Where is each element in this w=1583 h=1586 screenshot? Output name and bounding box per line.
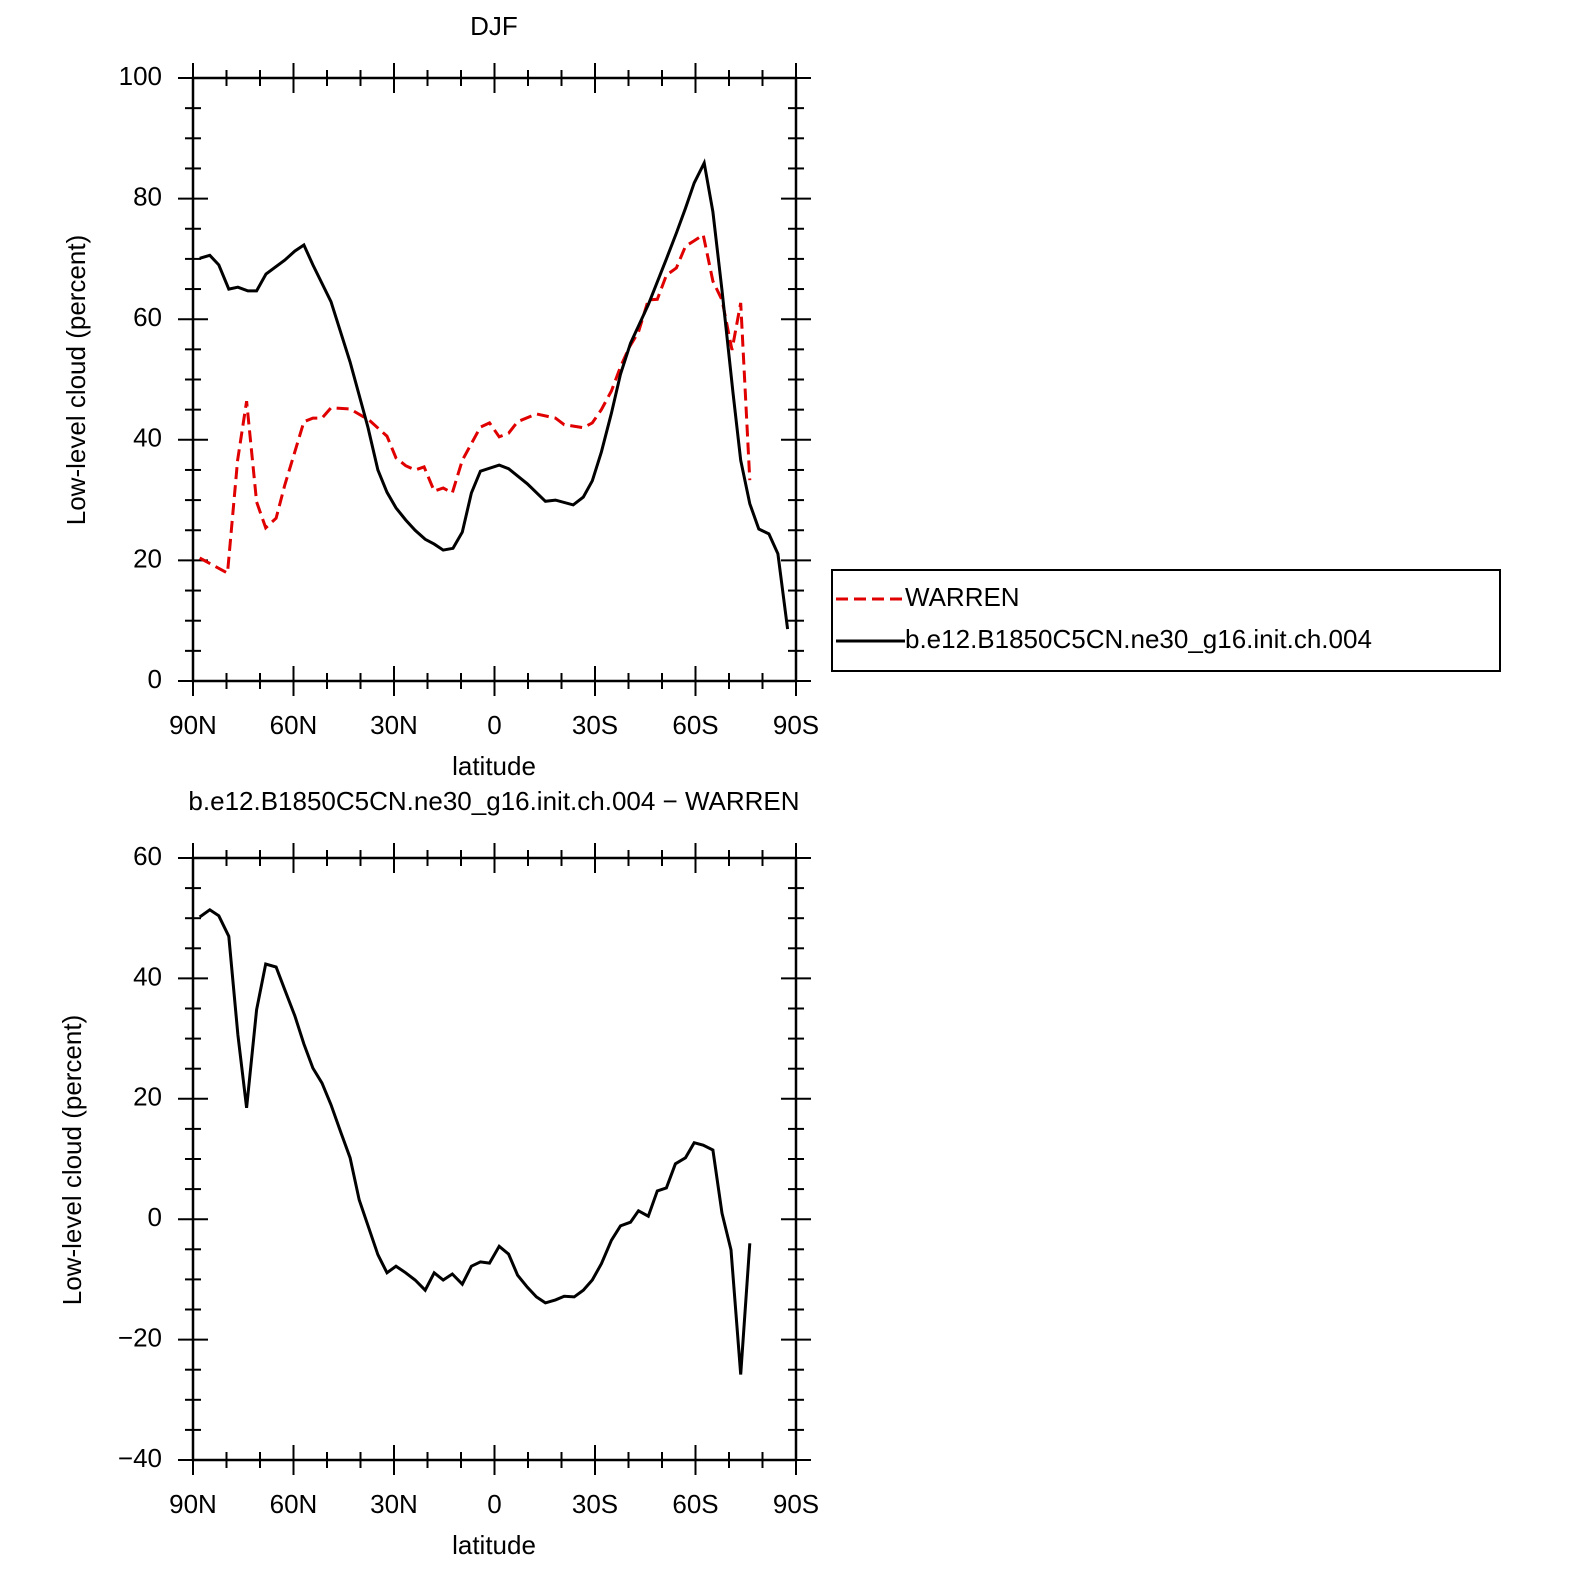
x-tick-label: 0 — [487, 1489, 501, 1519]
y-tick-label: 0 — [148, 1202, 162, 1232]
y-tick-label: 20 — [133, 543, 162, 573]
y-tick-label: 80 — [133, 181, 162, 211]
x-tick-label: 30S — [572, 1489, 618, 1519]
data-line — [199, 158, 790, 630]
plot-frame — [191, 856, 798, 1462]
y-axis-label: Low-level cloud (percent) — [57, 1015, 87, 1305]
x-tick-label: 0 — [487, 710, 501, 740]
y-tick-label: 20 — [133, 1082, 162, 1112]
legend-box — [831, 569, 1501, 672]
x-tick-label: 60N — [270, 1489, 318, 1519]
y-tick-label: 100 — [119, 61, 162, 91]
chart-title: b.e12.B1850C5CN.ne30_g16.init.ch.004 − W… — [188, 786, 799, 816]
x-tick-label: 60N — [270, 710, 318, 740]
x-tick-label: 90S — [773, 1489, 819, 1519]
y-tick-label: 40 — [133, 423, 162, 453]
y-tick-label: 60 — [133, 841, 162, 871]
x-tick-label: 90N — [169, 710, 217, 740]
data-line — [198, 907, 752, 1375]
legend-label: WARREN — [905, 582, 1020, 612]
chart-title: DJF — [470, 11, 518, 41]
x-tick-label: 30N — [370, 1489, 418, 1519]
y-axis-label: Low-level cloud (percent) — [61, 235, 91, 525]
x-axis-label: latitude — [452, 751, 536, 781]
x-tick-label: 30S — [572, 710, 618, 740]
y-tick-label: −20 — [118, 1322, 162, 1352]
x-tick-label: 60S — [672, 710, 718, 740]
y-tick-label: 0 — [148, 664, 162, 694]
legend-label: b.e12.B1850C5CN.ne30_g16.init.ch.004 — [905, 624, 1372, 654]
y-tick-label: −40 — [118, 1443, 162, 1473]
y-tick-label: 60 — [133, 302, 162, 332]
x-tick-label: 90N — [169, 1489, 217, 1519]
x-axis-label: latitude — [452, 1530, 536, 1560]
x-tick-label: 90S — [773, 710, 819, 740]
x-tick-label: 60S — [672, 1489, 718, 1519]
data-line — [198, 232, 752, 576]
x-tick-label: 30N — [370, 710, 418, 740]
y-tick-label: 40 — [133, 961, 162, 991]
